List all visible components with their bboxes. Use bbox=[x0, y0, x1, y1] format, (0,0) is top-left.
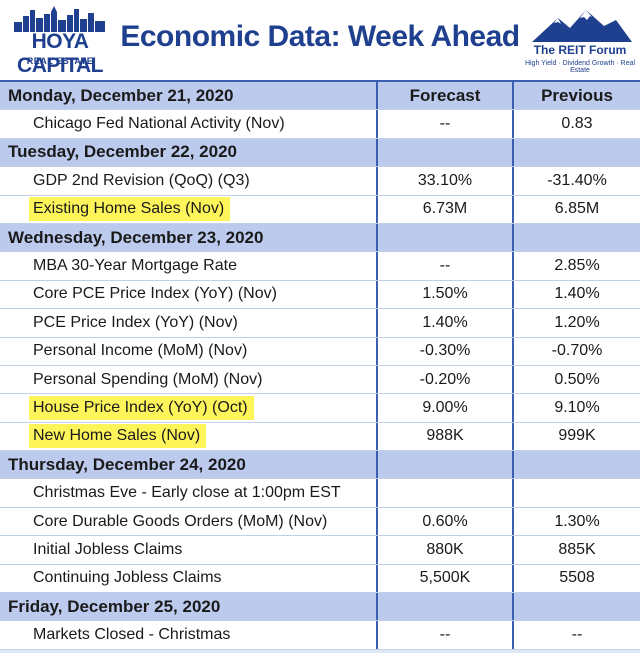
event-name: Core PCE Price Index (YoY) (Nov) bbox=[33, 285, 277, 303]
forecast-column-header bbox=[376, 593, 512, 621]
day-header-row: Thursday, December 24, 2020 bbox=[0, 451, 640, 480]
mountain-icon bbox=[532, 10, 632, 42]
table-row: Personal Spending (MoM) (Nov) -0.20% 0.50% bbox=[0, 365, 640, 395]
day-header-row: Friday, December 25, 2020 bbox=[0, 593, 640, 622]
event-name: Christmas Eve - Early close at 1:00pm ES… bbox=[33, 484, 341, 502]
highlighted-event-label: House Price Index (YoY) (Oct) bbox=[29, 395, 254, 420]
previous-value: -- bbox=[512, 621, 640, 649]
previous-value: 0.83 bbox=[512, 110, 640, 138]
day-header-row: Wednesday, December 23, 2020 bbox=[0, 223, 640, 253]
table-row: House Price Index (YoY) (Oct) 9.00% 9.10% bbox=[0, 394, 640, 423]
previous-value: -0.70% bbox=[512, 337, 640, 365]
previous-value: 1.20% bbox=[512, 309, 640, 337]
day-label: Friday, December 25, 2020 bbox=[8, 596, 221, 616]
previous-column-header bbox=[512, 451, 640, 479]
table-row: Core PCE Price Index (YoY) (Nov) 1.50% 1.4… bbox=[0, 280, 640, 310]
forecast-column-header bbox=[376, 451, 512, 479]
forecast-value: 33.10% bbox=[376, 167, 512, 195]
event-name: Personal Spending (MoM) (Nov) bbox=[33, 370, 263, 388]
forecast-value: 880K bbox=[376, 536, 512, 564]
previous-value: 0.50% bbox=[512, 365, 640, 394]
event-name: Core Durable Goods Orders (MoM) (Nov) bbox=[33, 512, 328, 530]
event-name: Markets Closed - Christmas bbox=[33, 626, 231, 644]
day-label: Monday, December 21, 2020 bbox=[8, 85, 234, 105]
forecast-value: 1.50% bbox=[376, 280, 512, 309]
event-name: Continuing Jobless Claims bbox=[33, 569, 222, 587]
previous-value: 885K bbox=[512, 536, 640, 564]
previous-value: 2.85% bbox=[512, 252, 640, 280]
hoya-brand-text: HOYA CAPITAL bbox=[17, 30, 103, 77]
forecast-value: 5,500K bbox=[376, 564, 512, 593]
forecast-value: 9.00% bbox=[376, 394, 512, 422]
day-header-row: Tuesday, December 22, 2020 bbox=[0, 138, 640, 168]
forecast-value: 1.40% bbox=[376, 309, 512, 337]
forecast-value: -- bbox=[376, 252, 512, 280]
previous-column-header: Previous bbox=[512, 82, 640, 110]
previous-value: 6.85M bbox=[512, 195, 640, 223]
table-row: Personal Income (MoM) (Nov) -0.30% -0.70% bbox=[0, 337, 640, 366]
table-row: Chicago Fed National Activity (Nov) -- 0.8… bbox=[0, 110, 640, 139]
header: HOYA CAPITAL REAL ESTATE Economic Data: … bbox=[0, 0, 640, 80]
table-row: Christmas Eve - Early close at 1:00pm ES… bbox=[0, 479, 640, 508]
skyline-icon bbox=[14, 6, 105, 32]
table-row: Markets Closed - Christmas -- -- bbox=[0, 621, 640, 650]
highlighted-event-label: Existing Home Sales (Nov) bbox=[29, 197, 231, 222]
event-name: New Home Sales (Nov) bbox=[0, 423, 376, 450]
forecast-value: -0.20% bbox=[376, 365, 512, 394]
table-row: Core Durable Goods Orders (MoM) (Nov) 0.6… bbox=[0, 507, 640, 537]
event-name: Chicago Fed National Activity (Nov) bbox=[33, 115, 285, 133]
hoya-sub-text: REAL ESTATE bbox=[26, 56, 94, 66]
hoya-capital-logo: HOYA CAPITAL REAL ESTATE bbox=[8, 6, 112, 77]
event-name: PCE Price Index (YoY) (Nov) bbox=[33, 313, 238, 331]
reit-forum-sub-text: High Yield · Dividend Growth · Real Esta… bbox=[524, 60, 636, 74]
previous-value: 1.30% bbox=[512, 507, 640, 536]
table-row: Existing Home Sales (Nov) 6.73M 6.85M bbox=[0, 195, 640, 224]
table-row: MBA 30-Year Mortgage Rate -- 2.85% bbox=[0, 252, 640, 281]
day-label: Wednesday, December 23, 2020 bbox=[8, 227, 264, 247]
highlighted-event-label: New Home Sales (Nov) bbox=[29, 424, 207, 449]
previous-value bbox=[512, 479, 640, 507]
day-label: Thursday, December 24, 2020 bbox=[8, 454, 246, 474]
previous-value: 5508 bbox=[512, 564, 640, 593]
table-row: Initial Jobless Claims 880K 885K bbox=[0, 536, 640, 565]
table-row: New Home Sales (Nov) 988K 999K bbox=[0, 422, 640, 452]
previous-column-header bbox=[512, 138, 640, 167]
table-row: PCE Price Index (YoY) (Nov) 1.40% 1.20% bbox=[0, 309, 640, 338]
forecast-value: -- bbox=[376, 110, 512, 138]
previous-value: 9.10% bbox=[512, 394, 640, 422]
table-row: Continuing Jobless Claims 5,500K 5508 bbox=[0, 564, 640, 594]
forecast-value: -- bbox=[376, 621, 512, 649]
day-label: Tuesday, December 22, 2020 bbox=[8, 142, 238, 162]
reit-forum-logo: The REIT Forum High Yield · Dividend Gro… bbox=[524, 8, 636, 74]
previous-value: 999K bbox=[512, 422, 640, 451]
reit-forum-brand-text: The REIT Forum bbox=[533, 43, 627, 57]
forecast-column-header bbox=[376, 223, 512, 252]
event-name: Existing Home Sales (Nov) bbox=[0, 196, 376, 223]
forecast-value: 6.73M bbox=[376, 195, 512, 223]
previous-column-header bbox=[512, 593, 640, 621]
forecast-value: -0.30% bbox=[376, 337, 512, 365]
event-name: GDP 2nd Revision (QoQ) (Q3) bbox=[33, 171, 250, 189]
forecast-column-header bbox=[376, 138, 512, 167]
event-name: MBA 30-Year Mortgage Rate bbox=[33, 257, 237, 275]
forecast-value: 0.60% bbox=[376, 507, 512, 536]
calendar-table: Monday, December 21, 2020 Forecast Previou… bbox=[0, 80, 640, 653]
table-row: GDP 2nd Revision (QoQ) (Q3) 33.10% -31.40% bbox=[0, 167, 640, 196]
forecast-value bbox=[376, 479, 512, 507]
day-header-row: Monday, December 21, 2020 Forecast Previou… bbox=[0, 82, 640, 111]
event-name: Personal Income (MoM) (Nov) bbox=[33, 342, 248, 360]
previous-value: 1.40% bbox=[512, 280, 640, 309]
page-title: Economic Data: Week Ahead bbox=[120, 20, 520, 53]
event-name: Initial Jobless Claims bbox=[33, 540, 183, 558]
previous-value: -31.40% bbox=[512, 167, 640, 195]
forecast-column-header: Forecast bbox=[376, 82, 512, 110]
forecast-value: 988K bbox=[376, 422, 512, 451]
event-name: House Price Index (YoY) (Oct) bbox=[0, 394, 376, 421]
previous-column-header bbox=[512, 223, 640, 252]
